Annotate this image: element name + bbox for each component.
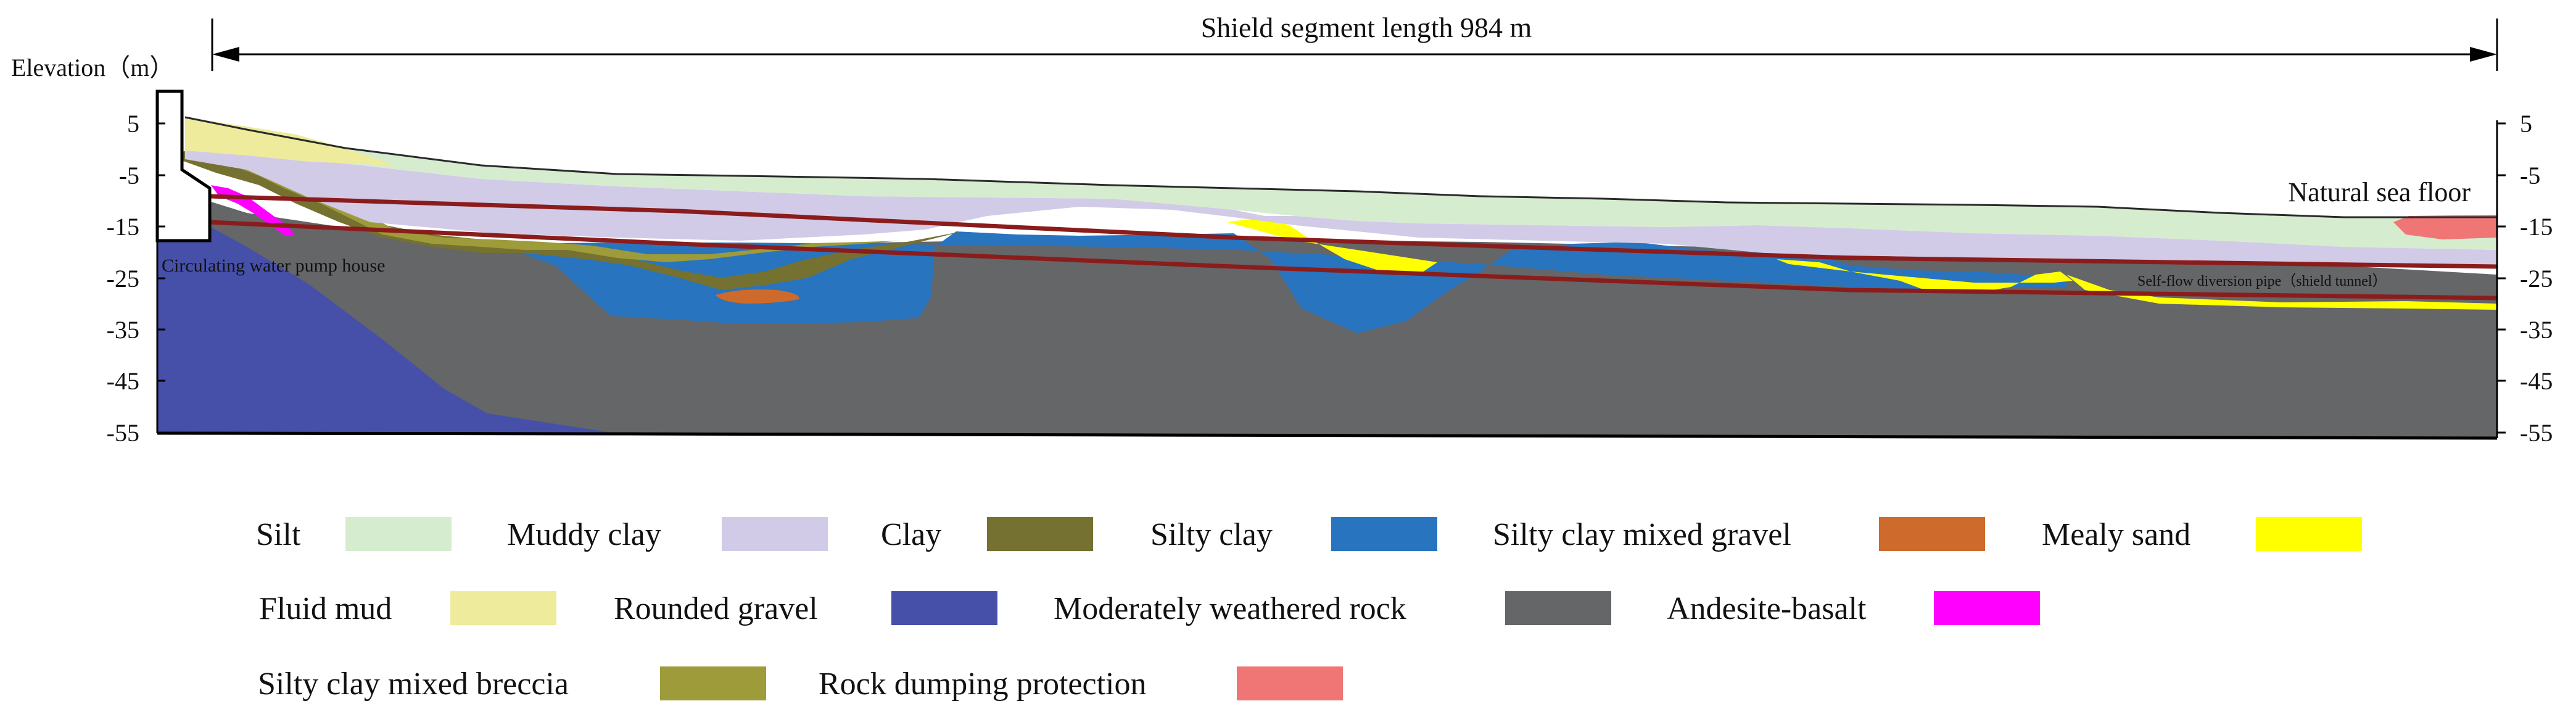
left-tick-label: -45 bbox=[107, 367, 139, 395]
legend-label: Rock dumping protection bbox=[819, 666, 1146, 702]
legend-label: Muddy clay bbox=[507, 517, 661, 552]
legend: Silt Muddy clay Clay Silty clay Silty cl… bbox=[256, 517, 2362, 702]
stratum-silty-clay bbox=[493, 231, 2066, 333]
legend-label: Silty clay mixed gravel bbox=[1493, 517, 1791, 552]
legend-item-rock-dumping-protection: Rock dumping protection bbox=[819, 666, 1343, 702]
right-tick-label: -35 bbox=[2520, 316, 2553, 344]
legend-swatch bbox=[345, 517, 452, 551]
left-tick-label: -15 bbox=[107, 213, 139, 241]
stratum-rock-dumping-protection bbox=[2393, 215, 2497, 239]
legend-swatch bbox=[1505, 591, 1611, 625]
legend-swatch bbox=[891, 591, 997, 625]
legend-swatch bbox=[1331, 517, 1437, 551]
right-tick-label: -25 bbox=[2520, 265, 2553, 293]
legend-item-mealy-sand: Mealy sand bbox=[2042, 517, 2362, 552]
left-tick-label: 5 bbox=[127, 110, 139, 138]
tunnel-lower-line bbox=[209, 220, 2498, 301]
legend-label: Silty clay mixed breccia bbox=[258, 666, 569, 702]
seafloor-line bbox=[184, 116, 2497, 218]
right-tick-label: -45 bbox=[2520, 367, 2553, 395]
legend-item-silty-clay-mixed-breccia: Silty clay mixed breccia bbox=[258, 666, 766, 702]
left-tick-label: -55 bbox=[107, 419, 139, 447]
stratum-silty-clay-mixed-breccia bbox=[185, 151, 901, 262]
legend-label: Moderately weathered rock bbox=[1054, 591, 1406, 626]
right-tick-label: 5 bbox=[2520, 110, 2532, 138]
right-tick-label: -5 bbox=[2520, 162, 2540, 189]
pump-house bbox=[155, 89, 212, 243]
legend-swatch bbox=[722, 517, 828, 551]
legend-label: Silt bbox=[256, 517, 301, 552]
legend-label: Fluid mud bbox=[259, 591, 392, 626]
stratum-muddy-clay bbox=[185, 148, 2497, 267]
legend-item-rounded-gravel: Rounded gravel bbox=[614, 591, 997, 626]
tunnel-upper-line bbox=[209, 194, 2498, 269]
left-tick-label: -35 bbox=[107, 316, 139, 344]
legend-swatch bbox=[450, 591, 556, 625]
dimension-line bbox=[211, 19, 2498, 71]
legend-label: Clay bbox=[881, 517, 941, 552]
legend-item-clay: Clay bbox=[881, 517, 1093, 552]
legend-item-silty-clay: Silty clay bbox=[1150, 517, 1437, 552]
legend-swatch bbox=[1879, 517, 1985, 551]
legend-swatch bbox=[987, 517, 1093, 551]
right-tick-label: -15 bbox=[2520, 213, 2553, 241]
arrowhead-left-icon bbox=[212, 47, 239, 62]
stratum-rounded-gravel bbox=[157, 204, 620, 434]
stratum-fluid-mud bbox=[185, 117, 395, 165]
base-line bbox=[157, 431, 2498, 440]
legend-label: Andesite-basalt bbox=[1667, 591, 1867, 626]
legend-label: Mealy sand bbox=[2042, 517, 2190, 552]
axis-title: Elevation（m） bbox=[11, 54, 174, 81]
stratum-silt bbox=[185, 118, 2497, 250]
pump-house-label: Circulating water pump house bbox=[162, 255, 385, 276]
legend-item-silty-clay-mixed-gravel: Silty clay mixed gravel bbox=[1493, 517, 1985, 552]
legend-item-silt: Silt bbox=[256, 517, 452, 552]
legend-label: Silty clay bbox=[1150, 517, 1273, 552]
left-axis: 5 -5 -15 -25 -35 -45 -55 bbox=[107, 110, 165, 447]
natural-sea-floor-label: Natural sea floor bbox=[2288, 177, 2471, 207]
right-axis: 5 -5 -15 -25 -35 -45 -55 bbox=[2496, 110, 2553, 447]
dimension-label: Shield segment length 984 m bbox=[1201, 12, 1532, 43]
left-tick-label: -25 bbox=[107, 265, 139, 293]
legend-item-muddy-clay: Muddy clay bbox=[507, 517, 828, 552]
arrowhead-right-icon bbox=[2470, 47, 2497, 62]
legend-swatch bbox=[2256, 517, 2362, 551]
legend-swatch bbox=[1934, 591, 2040, 625]
legend-item-andesite-basalt: Andesite-basalt bbox=[1667, 591, 2040, 626]
legend-swatch bbox=[1237, 666, 1343, 700]
legend-item-fluid-mud: Fluid mud bbox=[259, 591, 556, 626]
right-tick-label: -55 bbox=[2520, 419, 2553, 447]
legend-item-moderately-weathered-rock: Moderately weathered rock bbox=[1054, 591, 1611, 626]
legend-swatch bbox=[660, 666, 766, 700]
stratum-silty-clay-mixed-gravel bbox=[716, 289, 799, 304]
legend-label: Rounded gravel bbox=[614, 591, 818, 626]
diversion-pipe-label: Self-flow diversion pipe（shield tunnel） bbox=[2137, 273, 2387, 289]
left-tick-label: -5 bbox=[119, 162, 139, 189]
